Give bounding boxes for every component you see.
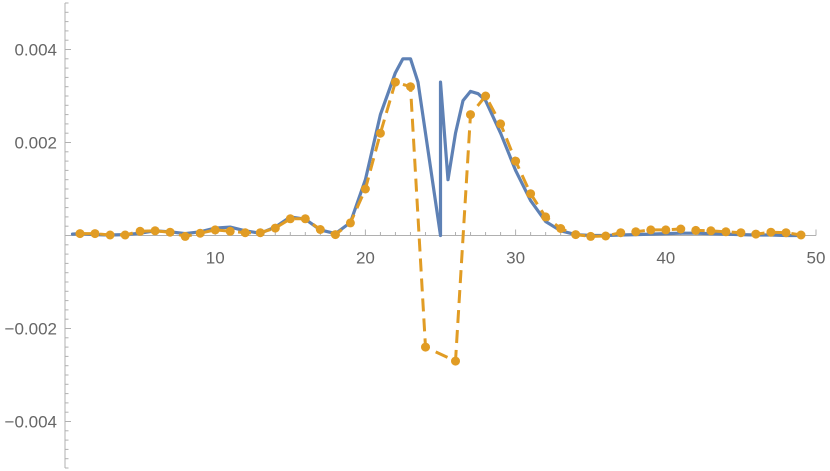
- data-point-marker: [571, 230, 581, 240]
- solid-series-line: [70, 57, 803, 238]
- y-tick-label: 0.002: [14, 134, 57, 153]
- data-point-marker: [631, 227, 641, 237]
- data-point-marker: [285, 214, 295, 224]
- data-point-marker: [105, 230, 115, 240]
- y-tick-label: 0.004: [14, 41, 57, 60]
- data-point-marker: [526, 189, 536, 199]
- data-point-marker: [270, 223, 280, 233]
- data-point-marker: [421, 342, 430, 352]
- data-point-marker: [766, 227, 776, 237]
- data-point-marker: [120, 230, 130, 240]
- data-point-marker: [601, 231, 611, 241]
- data-point-marker: [556, 224, 566, 233]
- data-point-marker: [691, 225, 701, 235]
- data-point-marker: [451, 356, 460, 366]
- data-point-marker: [360, 184, 370, 194]
- data-point-marker: [330, 230, 340, 240]
- data-point-marker: [706, 226, 716, 236]
- data-point-marker: [511, 156, 521, 166]
- data-point-marker: [466, 110, 475, 120]
- data-point-marker: [781, 228, 791, 238]
- series-layer: [70, 57, 806, 366]
- data-point-marker: [255, 228, 265, 238]
- data-point-marker: [75, 229, 85, 239]
- data-point-marker: [240, 228, 250, 238]
- data-point-marker: [300, 214, 310, 224]
- data-point-marker: [751, 229, 761, 239]
- data-point-marker: [406, 82, 415, 92]
- data-point-marker: [90, 229, 100, 239]
- data-point-marker: [496, 119, 506, 129]
- data-point-marker: [195, 228, 205, 238]
- data-point-marker: [165, 227, 175, 237]
- y-tick-label: −0.004: [5, 413, 57, 432]
- data-point-marker: [375, 128, 385, 138]
- data-point-marker: [541, 212, 551, 222]
- data-point-marker: [315, 225, 325, 234]
- data-point-marker: [796, 230, 806, 240]
- x-tick-label: 50: [807, 249, 826, 268]
- data-point-marker: [135, 226, 145, 236]
- x-tick-label: 40: [656, 249, 675, 268]
- data-point-marker: [150, 226, 160, 236]
- data-point-marker: [736, 228, 746, 238]
- x-tick-label: 20: [356, 249, 375, 268]
- data-point-marker: [390, 77, 400, 87]
- data-point-marker: [646, 225, 656, 235]
- data-point-marker: [661, 225, 671, 235]
- data-point-marker: [676, 224, 686, 234]
- y-tick-label: −0.002: [5, 320, 57, 339]
- x-tick-label: 30: [506, 249, 525, 268]
- data-point-marker: [481, 91, 491, 101]
- x-tick-label: 10: [206, 249, 225, 268]
- data-point-marker: [210, 225, 220, 235]
- data-point-marker: [586, 231, 596, 241]
- data-point-marker: [721, 227, 731, 237]
- data-point-marker: [180, 231, 190, 241]
- data-point-marker: [345, 218, 355, 228]
- data-point-marker: [616, 228, 626, 238]
- tick-labels: 10 20 30 40 50 −0.004 −0.002 0.002 0.004: [5, 41, 826, 432]
- data-point-marker: [225, 226, 235, 236]
